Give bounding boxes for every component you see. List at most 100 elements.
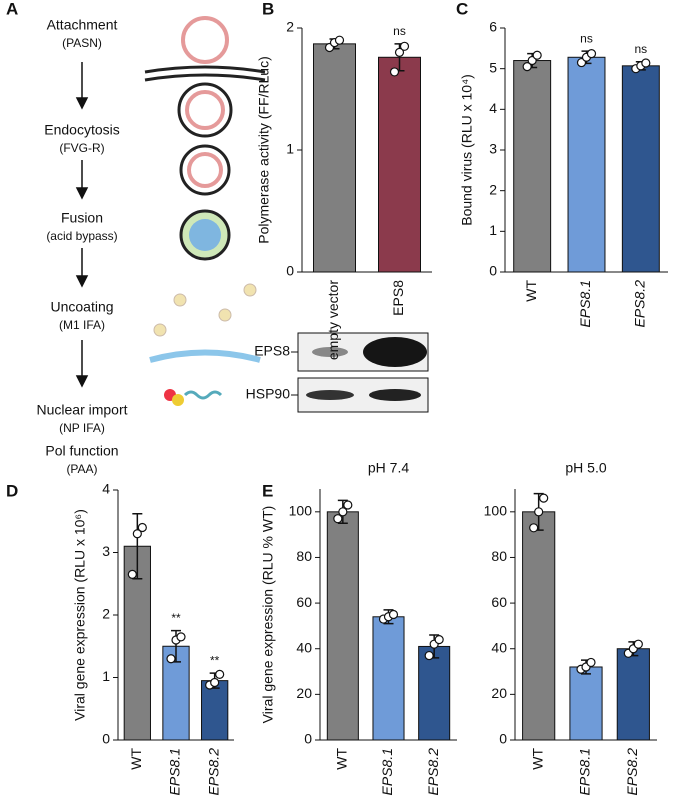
bar	[372, 616, 405, 741]
y-tick-label: 0	[499, 731, 507, 747]
step-label: Endocytosis	[44, 122, 119, 138]
panel-letter: A	[6, 0, 18, 18]
x-tick-label: EPS8.2	[205, 748, 221, 796]
data-point	[132, 529, 142, 539]
data-point	[532, 50, 542, 60]
chart-title: pH 7.4	[368, 460, 409, 476]
bar	[378, 56, 421, 273]
x-tick-label: EPS8.1	[577, 748, 593, 795]
band	[363, 337, 427, 367]
y-tick-label: 2	[489, 181, 497, 197]
data-point	[633, 639, 643, 649]
x-tick-label: EPS8.2	[425, 748, 441, 796]
bar	[621, 65, 660, 273]
y-tick-label: 1	[489, 222, 497, 238]
bar	[326, 511, 359, 741]
data-point	[529, 523, 539, 533]
bar	[123, 545, 151, 741]
y-tick-label: 6	[489, 19, 497, 35]
bar	[569, 666, 603, 741]
data-point	[166, 654, 176, 664]
y-tick-label: 4	[489, 100, 497, 116]
data-point	[210, 677, 220, 688]
step-label: Uncoating	[50, 299, 113, 315]
data-point	[176, 632, 186, 642]
data-point	[399, 41, 410, 51]
data-point	[343, 500, 353, 510]
y-tick-label: 80	[296, 548, 312, 564]
data-point	[434, 634, 444, 645]
y-tick-label: 80	[491, 548, 507, 564]
x-tick-label: WT	[334, 748, 350, 770]
y-axis-label: Polymerase activity (FF/RLuc)	[256, 56, 272, 243]
blot-label: HSP90	[246, 386, 291, 402]
y-tick-label: 3	[102, 543, 110, 559]
bar	[616, 648, 650, 741]
step-label: Fusion	[61, 210, 103, 226]
step-method: (PAA)	[66, 462, 97, 476]
y-tick-label: 0	[286, 263, 294, 279]
data-point	[334, 35, 345, 45]
x-tick-label: EPS8.1	[577, 280, 593, 327]
data-point	[388, 609, 399, 620]
y-tick-label: 60	[491, 594, 507, 610]
y-tick-label: 1	[286, 141, 294, 157]
panel-letter: C	[456, 0, 468, 18]
y-tick-label: 1	[102, 668, 110, 684]
data-point	[389, 67, 400, 77]
band	[312, 347, 348, 357]
step-method: (NP IFA)	[59, 421, 105, 435]
data-point	[394, 47, 405, 58]
significance: **	[171, 611, 181, 625]
data-point	[424, 650, 434, 661]
bar	[418, 645, 451, 741]
step-method: (acid bypass)	[46, 229, 117, 243]
y-axis-label: Bound virus (RLU x 10⁴)	[459, 74, 475, 226]
chart-title: pH 5.0	[565, 460, 606, 476]
data-point	[641, 58, 651, 68]
y-axis-label: Viral gene expression (RLU % WT)	[260, 506, 276, 724]
panel-letter: E	[262, 481, 273, 500]
band	[306, 390, 354, 400]
y-tick-label: 100	[289, 503, 313, 519]
blot-label: EPS8	[254, 343, 290, 359]
y-tick-label: 100	[484, 503, 508, 519]
bar	[313, 43, 356, 273]
y-tick-label: 40	[296, 639, 312, 655]
step-label: Nuclear import	[36, 402, 127, 418]
data-point	[522, 62, 532, 72]
panel-letter: D	[6, 481, 18, 500]
x-tick-label: EPS8.1	[379, 748, 395, 795]
x-tick-label: WT	[128, 748, 144, 770]
significance: ns	[393, 24, 406, 38]
y-tick-label: 60	[296, 594, 312, 610]
y-tick-label: 0	[489, 263, 497, 279]
x-tick-label: WT	[523, 280, 539, 302]
y-tick-label: 20	[296, 685, 312, 701]
bar	[567, 56, 606, 273]
bar	[513, 60, 552, 273]
band	[369, 389, 421, 401]
significance: ns	[634, 42, 647, 56]
data-point	[215, 669, 225, 679]
data-point	[586, 657, 596, 668]
y-tick-label: 2	[102, 606, 110, 622]
error-bar	[132, 513, 143, 580]
x-tick-label: EPS8.1	[167, 748, 183, 795]
step-label: Pol function	[45, 443, 118, 459]
significance: ns	[580, 31, 593, 45]
x-tick-label: EPS8	[390, 280, 406, 316]
x-tick-label: EPS8.2	[632, 280, 648, 328]
step-method: (FVG-R)	[59, 141, 104, 155]
y-tick-label: 20	[491, 685, 507, 701]
data-point	[338, 507, 348, 517]
step-method: (PASN)	[62, 36, 102, 50]
panel-letter: B	[262, 0, 274, 18]
arrows	[75, 62, 89, 388]
y-tick-label: 5	[489, 59, 497, 75]
significance: **	[210, 653, 220, 667]
y-tick-label: 0	[304, 731, 312, 747]
y-tick-label: 0	[102, 731, 110, 747]
y-tick-label: 2	[286, 19, 294, 35]
